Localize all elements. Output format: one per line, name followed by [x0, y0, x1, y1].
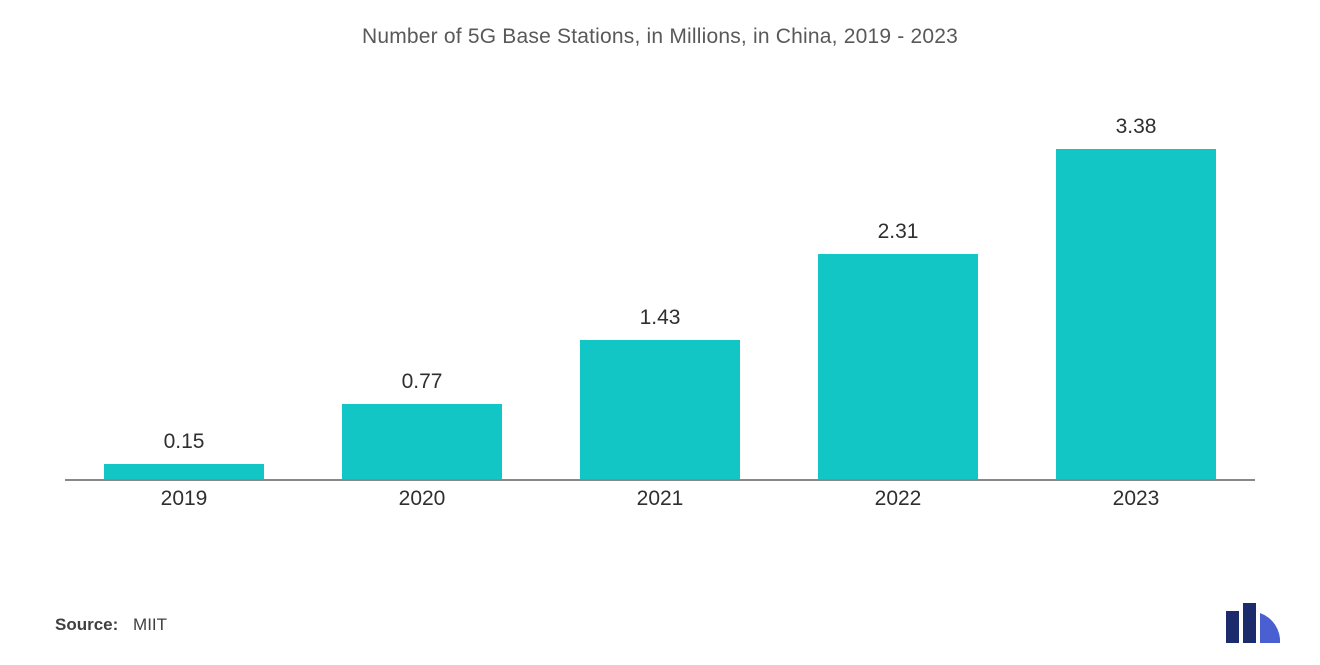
bar-2020	[342, 404, 502, 479]
bar-2022	[818, 254, 978, 479]
bar-2023	[1056, 149, 1216, 479]
bar-2019	[104, 464, 264, 479]
bar-col-2019: 0.15	[65, 59, 303, 479]
x-axis-labels: 2019 2020 2021 2022 2023	[55, 481, 1265, 511]
bars-row: 0.15 0.77 1.43 2.31 3.38	[55, 59, 1265, 479]
x-label: 2019	[65, 487, 303, 511]
x-label: 2020	[303, 487, 541, 511]
bar-col-2020: 0.77	[303, 59, 541, 479]
x-axis-line	[65, 479, 1255, 481]
bar-2021	[580, 340, 740, 479]
x-label: 2023	[1017, 487, 1255, 511]
plot-area: 0.15 0.77 1.43 2.31 3.38 2019 202	[55, 59, 1265, 549]
bar-col-2023: 3.38	[1017, 59, 1255, 479]
chart-container: Number of 5G Base Stations, in Millions,…	[0, 0, 1320, 665]
value-label: 0.77	[402, 370, 443, 394]
source-label: Source:	[55, 615, 118, 634]
mordor-intelligence-logo-icon	[1220, 603, 1280, 643]
bar-col-2021: 1.43	[541, 59, 779, 479]
chart-title: Number of 5G Base Stations, in Millions,…	[55, 25, 1265, 49]
bar-col-2022: 2.31	[779, 59, 1017, 479]
x-label: 2022	[779, 487, 1017, 511]
source-footer: Source: MIIT	[55, 615, 167, 635]
source-value: MIIT	[133, 615, 167, 634]
value-label: 3.38	[1116, 115, 1157, 139]
value-label: 1.43	[640, 306, 681, 330]
value-label: 0.15	[164, 430, 205, 454]
value-label: 2.31	[878, 220, 919, 244]
x-label: 2021	[541, 487, 779, 511]
